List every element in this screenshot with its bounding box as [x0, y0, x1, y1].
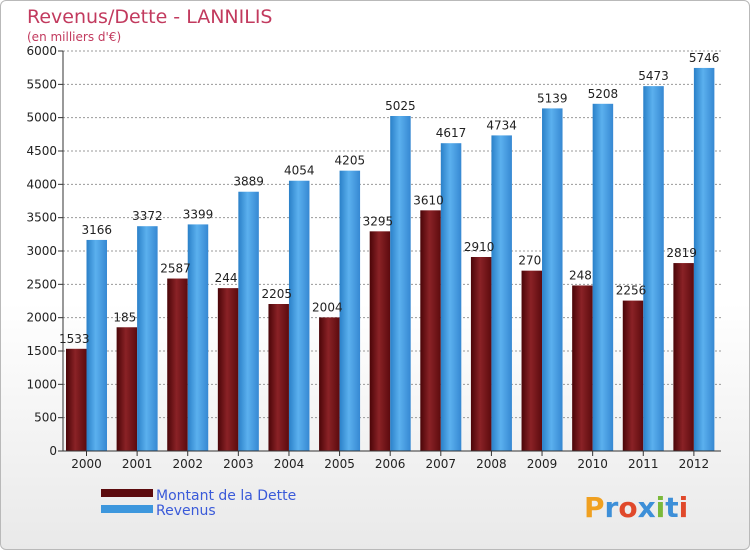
legend-swatch-debt [101, 489, 153, 497]
bar-debt [116, 327, 138, 451]
data-label-revenus: 5208 [588, 87, 619, 101]
bar-debt [369, 231, 391, 451]
y-tick-label: 5500 [26, 77, 57, 91]
x-tick-label: 2006 [375, 457, 406, 471]
bar-revenus [187, 224, 209, 451]
x-tick-label: 2007 [426, 457, 457, 471]
bar-debt [167, 278, 188, 451]
y-tick-label: 2500 [26, 277, 57, 291]
bar-debt [622, 300, 644, 451]
x-tick-label: 2000 [71, 457, 102, 471]
data-label-debt: 270 [518, 254, 541, 268]
logo-text: Proxiti [584, 491, 688, 524]
legend: Montant de la Dette Revenus [101, 488, 296, 519]
data-label-debt: 2256 [616, 284, 647, 298]
data-label-revenus: 4054 [284, 164, 315, 178]
x-tick-label: 2001 [122, 457, 153, 471]
bar-revenus [491, 135, 512, 451]
bar-revenus [137, 226, 158, 451]
data-label-revenus: 3166 [81, 223, 112, 237]
x-tick-label: 2010 [577, 457, 608, 471]
bars [66, 67, 715, 452]
data-label-revenus: 4734 [486, 118, 517, 132]
bar-debt [66, 348, 87, 451]
bar-revenus [238, 191, 259, 451]
bar-debt [319, 317, 340, 451]
bar-revenus [86, 239, 107, 451]
data-label-debt: 3295 [363, 214, 394, 228]
legend-label-debt: Montant de la Dette [156, 488, 296, 504]
bar-revenus [693, 67, 715, 451]
chart-title: Revenus/Dette - LANNILIS [27, 6, 273, 28]
x-tick-label: 2009 [527, 457, 558, 471]
bar-debt [420, 210, 441, 451]
data-label-revenus: 3372 [132, 209, 163, 223]
data-label-revenus: 5473 [638, 69, 669, 83]
data-label-revenus: 4205 [335, 154, 366, 168]
data-label-revenus: 5025 [385, 99, 416, 113]
legend-swatch-revenus [101, 505, 153, 513]
data-labels: 1533 3166 185 3372 2587 3399 244 3889 2205 4054 20… [59, 51, 719, 346]
y-tick-label: 3500 [26, 211, 57, 225]
y-tick-label: 4000 [26, 177, 57, 191]
y-tick-label: 1000 [26, 377, 57, 391]
x-tick-label: 2008 [476, 457, 507, 471]
data-label-revenus: 5139 [537, 91, 568, 105]
data-label-revenus: 5746 [689, 51, 720, 65]
data-label-debt: 2205 [261, 287, 292, 301]
bar-debt [268, 304, 289, 451]
data-label-debt: 248 [569, 268, 592, 282]
x-tick-label: 2011 [628, 457, 659, 471]
data-label-debt: 3610 [413, 193, 444, 207]
data-label-revenus: 3399 [183, 207, 214, 221]
data-label-debt: 1533 [59, 332, 90, 346]
bar-debt [572, 285, 593, 451]
y-tick-label: 3000 [26, 244, 57, 258]
bar-revenus [288, 180, 310, 451]
y-tick-label: 1500 [26, 344, 57, 358]
bar-revenus [592, 103, 614, 452]
y-tick-label: 5000 [26, 111, 57, 125]
x-tick-label: 2005 [324, 457, 355, 471]
bar-revenus [390, 116, 411, 451]
x-axis: 2000 2001 2002 2003 2004 2005 2006 2007 2008 2009… [63, 450, 721, 471]
bar-debt [673, 263, 694, 451]
bar-debt [217, 288, 239, 451]
bar-revenus [643, 86, 664, 451]
y-tick-label: 2000 [26, 311, 57, 325]
bar-debt [470, 257, 492, 451]
data-label-debt: 185 [113, 310, 136, 324]
bar-revenus [440, 143, 462, 451]
bar-revenus [339, 170, 361, 451]
chart-subtitle: (en milliers d'€) [27, 30, 121, 44]
x-tick-label: 2002 [172, 457, 203, 471]
data-label-debt: 2004 [312, 300, 343, 314]
data-label-debt: 2819 [666, 246, 697, 260]
bar-revenus [542, 108, 563, 452]
data-label-revenus: 4617 [436, 126, 467, 140]
x-tick-label: 2003 [223, 457, 254, 471]
x-tick-label: 2012 [679, 457, 710, 471]
x-tick-label: 2004 [274, 457, 305, 471]
y-tick-label: 500 [34, 411, 57, 425]
proxiti-logo: Proxiti [584, 491, 688, 524]
legend-label-revenus: Revenus [156, 503, 216, 519]
data-label-debt: 2587 [160, 262, 191, 276]
bar-debt [521, 270, 543, 451]
y-tick-label: 0 [49, 444, 57, 458]
data-label-debt: 244 [215, 271, 238, 285]
y-tick-label: 4500 [26, 144, 57, 158]
y-tick-label: 6000 [26, 44, 57, 58]
data-label-debt: 2910 [464, 240, 495, 254]
data-label-revenus: 3889 [233, 175, 264, 189]
y-axis: 0 500 1000 1500 2000 2500 3000 3500 4000 4500 5000… [26, 44, 64, 458]
